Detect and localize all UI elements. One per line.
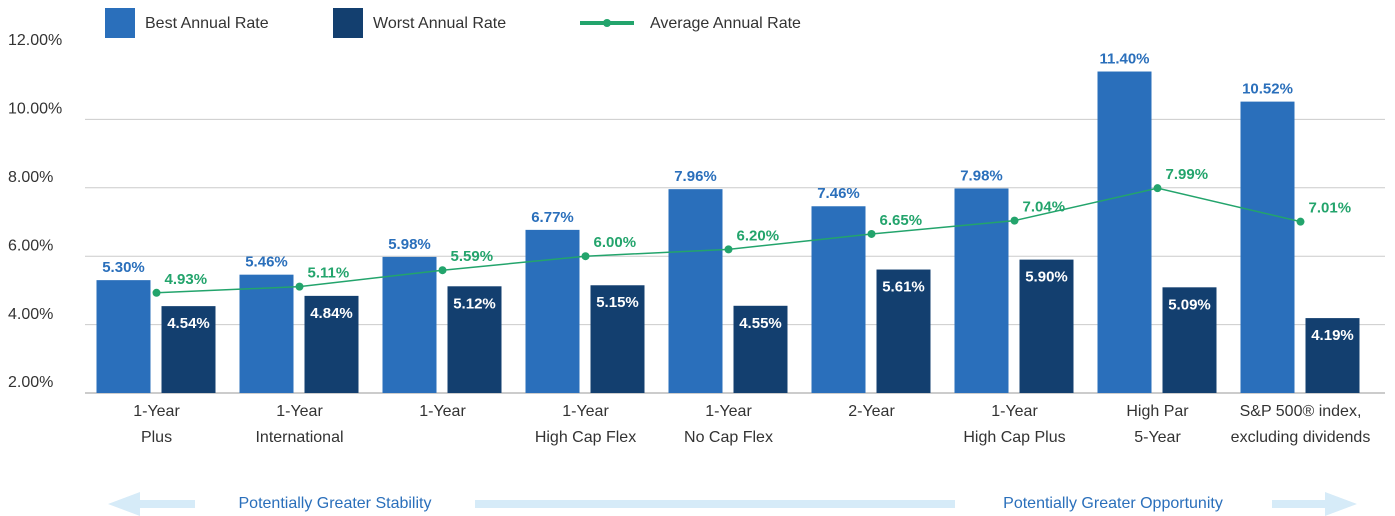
value-label: 5.12%	[453, 295, 496, 312]
value-label: 7.99%	[1166, 166, 1209, 183]
point	[1153, 184, 1162, 193]
value-label: 10.52%	[1242, 81, 1293, 98]
value-label: 5.90%	[1025, 269, 1068, 286]
x-tick-label: 1-Year	[276, 403, 323, 420]
point	[724, 245, 733, 254]
value-label: 5.09%	[1168, 296, 1211, 313]
x-tick-label: High Cap Plus	[963, 429, 1065, 446]
bottom-arrows	[108, 492, 1357, 516]
bar	[1240, 101, 1295, 393]
legend-label: Worst Annual Rate	[373, 15, 506, 32]
y-tick-label: 8.00%	[8, 169, 53, 186]
bar	[733, 305, 788, 393]
bar	[382, 256, 437, 393]
value-label: 4.19%	[1311, 327, 1354, 344]
y-tick-label: 6.00%	[8, 237, 53, 254]
bar	[590, 285, 645, 393]
annotation: Potentially Greater Stability	[239, 495, 432, 512]
x-tick-label: High Par	[1126, 403, 1189, 420]
value-label: 7.01%	[1309, 200, 1352, 217]
value-label: 5.30%	[102, 259, 145, 276]
x-tick-label: High Cap Flex	[535, 429, 636, 446]
value-label: 5.61%	[882, 279, 925, 296]
value-label: 5.98%	[388, 236, 431, 253]
bar	[668, 189, 723, 393]
legend-label: Average Annual Rate	[650, 15, 801, 32]
legend-dot	[603, 19, 611, 27]
value-label: 5.15%	[596, 294, 639, 311]
value-label: 5.11%	[308, 265, 350, 282]
x-tick-label: 1-Year	[133, 403, 180, 420]
value-label: 5.46%	[245, 254, 288, 271]
legend-label: Best Annual Rate	[145, 15, 269, 32]
arrow-bar	[475, 500, 955, 508]
value-label: 5.59%	[451, 248, 494, 265]
bar	[525, 229, 580, 393]
value-label: 7.96%	[674, 168, 717, 185]
x-tick-label: 1-Year	[562, 403, 609, 420]
bar	[304, 295, 359, 393]
x-tick-label: 1-Year	[419, 403, 466, 420]
value-label: 7.98%	[960, 167, 1003, 184]
arrow-right	[1272, 492, 1357, 516]
x-tick-label: Plus	[141, 429, 172, 446]
point	[295, 282, 304, 291]
bar	[1162, 287, 1217, 393]
value-label: 6.00%	[594, 234, 637, 251]
x-tick-label: 2-Year	[848, 403, 895, 420]
y-tick-label: 12.00%	[8, 32, 62, 49]
legend-swatch	[105, 8, 135, 38]
value-label: 4.54%	[167, 315, 210, 332]
x-tick-label: S&P 500® index,	[1240, 403, 1362, 420]
x-tick-label: excluding dividends	[1231, 429, 1371, 446]
bar	[1305, 318, 1360, 393]
bar	[447, 286, 502, 393]
value-label: 6.77%	[531, 209, 574, 226]
value-label: 6.20%	[737, 227, 780, 244]
bar	[876, 269, 931, 393]
legend-swatch	[333, 8, 363, 38]
point	[581, 252, 590, 261]
bar	[239, 274, 294, 393]
bar	[161, 306, 216, 393]
value-label: 7.46%	[817, 185, 860, 202]
point	[867, 229, 876, 238]
bar	[96, 280, 151, 393]
x-tick-label: 1-Year	[705, 403, 752, 420]
x-tick-label: International	[255, 429, 343, 446]
point	[1296, 217, 1305, 226]
bar	[811, 206, 866, 393]
annotation: Potentially Greater Opportunity	[1003, 495, 1223, 512]
x-tick-label: No Cap Flex	[684, 429, 773, 446]
point	[1010, 216, 1019, 225]
point	[438, 266, 447, 275]
bar	[1019, 259, 1074, 393]
value-label: 6.65%	[880, 212, 923, 229]
y-tick-label: 10.00%	[8, 101, 62, 118]
value-label: 7.04%	[1023, 199, 1066, 216]
value-label: 4.93%	[165, 271, 208, 288]
x-tick-label: 5-Year	[1134, 429, 1181, 446]
value-label: 4.55%	[739, 315, 782, 332]
y-tick-label: 2.00%	[8, 374, 53, 391]
bar	[954, 188, 1009, 393]
value-label: 11.40%	[1099, 50, 1149, 67]
y-tick-label: 4.00%	[8, 306, 53, 323]
point	[152, 288, 161, 297]
x-tick-label: 1-Year	[991, 403, 1038, 420]
value-label: 4.84%	[310, 305, 353, 322]
bar	[1097, 71, 1152, 394]
arrow-left	[108, 492, 195, 516]
